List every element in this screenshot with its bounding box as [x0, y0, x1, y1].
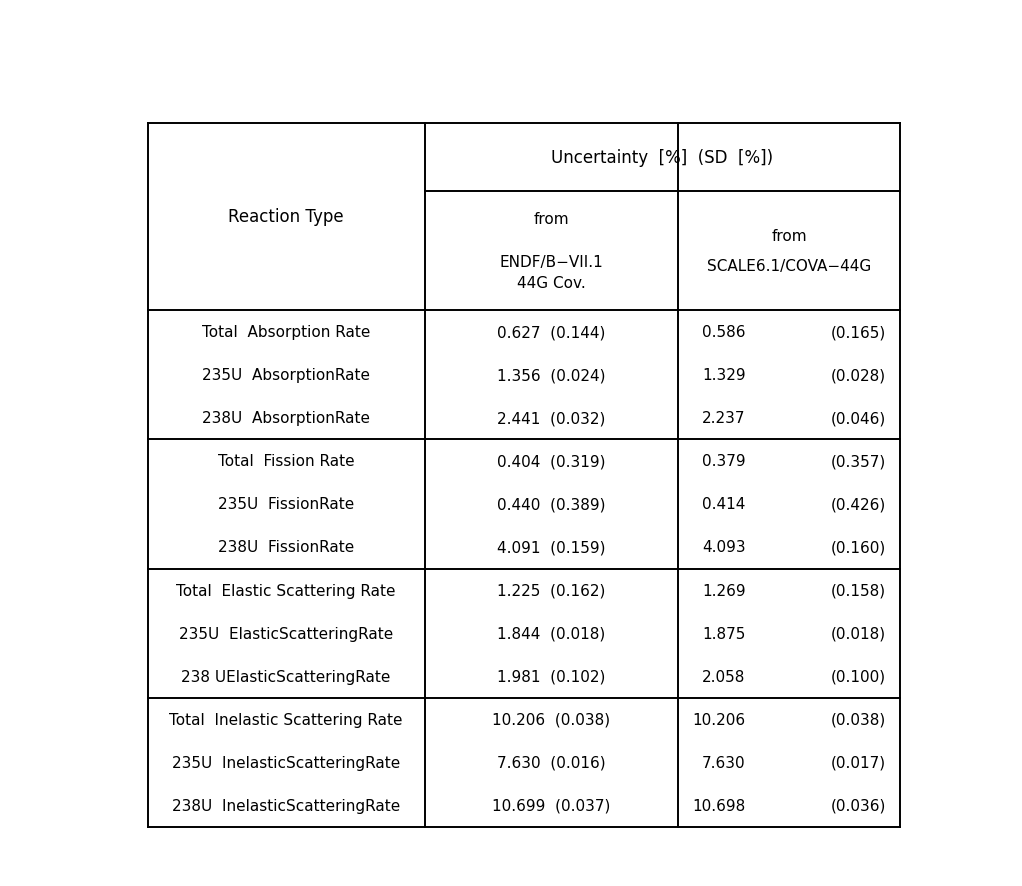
Text: 10.699  (0.037): 10.699 (0.037) — [493, 797, 611, 812]
Text: 1.329: 1.329 — [702, 368, 745, 383]
Text: (0.036): (0.036) — [830, 797, 886, 812]
Text: Reaction Type: Reaction Type — [228, 208, 344, 226]
Text: 1.269: 1.269 — [702, 583, 745, 598]
Text: 1.875: 1.875 — [702, 626, 745, 641]
Text: 1.356  (0.024): 1.356 (0.024) — [498, 368, 606, 383]
Text: 10.206  (0.038): 10.206 (0.038) — [493, 711, 610, 727]
Text: 238U  FissionRate: 238U FissionRate — [218, 540, 355, 555]
Text: 235U  ElasticScatteringRate: 235U ElasticScatteringRate — [179, 626, 393, 641]
Text: 1.844  (0.018): 1.844 (0.018) — [498, 626, 606, 641]
Text: Total  Absorption Rate: Total Absorption Rate — [202, 325, 370, 340]
Text: 10.206: 10.206 — [693, 711, 745, 727]
Text: 2.058: 2.058 — [702, 669, 745, 684]
Text: (0.018): (0.018) — [831, 626, 886, 641]
Text: 10.698: 10.698 — [692, 797, 745, 812]
Text: 0.440  (0.389): 0.440 (0.389) — [498, 497, 606, 512]
Text: 4.093: 4.093 — [702, 540, 745, 555]
Text: 0.627  (0.144): 0.627 (0.144) — [498, 325, 606, 340]
Text: 4.091  (0.159): 4.091 (0.159) — [498, 540, 606, 555]
Text: (0.038): (0.038) — [831, 711, 886, 727]
Text: 7.630: 7.630 — [702, 755, 745, 770]
Text: (0.165): (0.165) — [831, 325, 886, 340]
Text: from

ENDF/B−VII.1
44G Cov.: from ENDF/B−VII.1 44G Cov. — [500, 212, 603, 291]
Text: 1.981  (0.102): 1.981 (0.102) — [498, 669, 606, 684]
Text: (0.100): (0.100) — [831, 669, 886, 684]
Text: 7.630  (0.016): 7.630 (0.016) — [497, 755, 606, 770]
Text: Total  Elastic Scattering Rate: Total Elastic Scattering Rate — [177, 583, 396, 598]
Text: (0.160): (0.160) — [831, 540, 886, 555]
Text: (0.426): (0.426) — [831, 497, 886, 512]
Text: Total  Fission Rate: Total Fission Rate — [218, 454, 355, 469]
Text: (0.028): (0.028) — [831, 368, 886, 383]
Text: 1.225  (0.162): 1.225 (0.162) — [498, 583, 606, 598]
Text: 0.379: 0.379 — [702, 454, 745, 469]
Text: 235U  InelasticScatteringRate: 235U InelasticScatteringRate — [172, 755, 401, 770]
Text: Total  Inelastic Scattering Rate: Total Inelastic Scattering Rate — [170, 711, 403, 727]
Text: (0.017): (0.017) — [831, 755, 886, 770]
Text: Uncertainty  [%]  (SD  [%]): Uncertainty [%] (SD [%]) — [551, 149, 774, 167]
Text: 238U  InelasticScatteringRate: 238U InelasticScatteringRate — [172, 797, 401, 812]
Text: 238U  AbsorptionRate: 238U AbsorptionRate — [202, 411, 370, 426]
Text: 2.237: 2.237 — [702, 411, 745, 426]
Text: (0.158): (0.158) — [831, 583, 886, 598]
Text: 2.441  (0.032): 2.441 (0.032) — [498, 411, 606, 426]
Text: 0.586: 0.586 — [702, 325, 745, 340]
Text: 235U  FissionRate: 235U FissionRate — [218, 497, 355, 512]
Text: 0.414: 0.414 — [702, 497, 745, 512]
Text: (0.357): (0.357) — [831, 454, 886, 469]
Text: from
SCALE6.1/COVA−44G: from SCALE6.1/COVA−44G — [707, 229, 871, 274]
Text: 238 UElasticScatteringRate: 238 UElasticScatteringRate — [182, 669, 390, 684]
Text: 0.404  (0.319): 0.404 (0.319) — [498, 454, 606, 469]
Text: 235U  AbsorptionRate: 235U AbsorptionRate — [202, 368, 370, 383]
Text: (0.046): (0.046) — [831, 411, 886, 426]
